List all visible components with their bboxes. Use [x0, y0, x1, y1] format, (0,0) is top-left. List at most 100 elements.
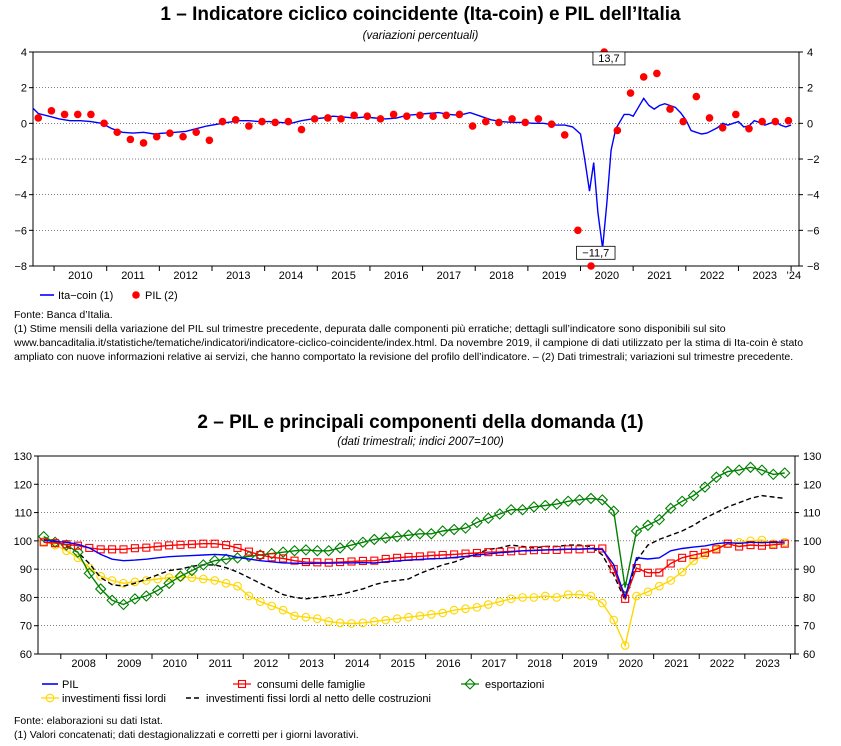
plot-frame-2: [37, 455, 796, 655]
y-tick-label-right: 0: [807, 118, 813, 130]
series-marker: [666, 576, 676, 585]
series-marker: [51, 539, 60, 548]
x-tick-label-2: 2016: [436, 658, 460, 670]
series-marker: [369, 617, 379, 626]
series-marker: [689, 550, 698, 560]
chart1-svg: −8 −8 −6 −6 −4 −4 −2 −2 0 0 2 2 4 4 2010 2011 2012 2013 20…: [14, 47, 820, 302]
series-marker: [62, 540, 71, 549]
series-marker: [119, 545, 128, 554]
chart1-subtitle: (variazioni percentuali): [362, 30, 479, 42]
pil-point: [521, 118, 530, 127]
series-marker: [438, 608, 448, 618]
series-marker: [164, 573, 174, 582]
series-marker: [198, 574, 208, 584]
y-tick-label-left-2: 130: [14, 451, 32, 463]
series-marker: [153, 542, 162, 551]
series-marker: [700, 548, 709, 557]
pil-point: [626, 89, 635, 97]
pil-point: [495, 118, 503, 127]
series-marker: [573, 494, 586, 506]
series-marker: [233, 581, 242, 591]
annotation-label: −11,7: [582, 247, 609, 259]
y-tick-label-right-2: 130: [803, 451, 821, 463]
pil-point: [718, 123, 727, 132]
y-tick-label-right-2: 80: [803, 592, 815, 604]
series-marker: [459, 522, 472, 534]
series-PIL: [43, 539, 785, 600]
pil-point: [745, 124, 753, 133]
pil-point: [337, 115, 345, 123]
series-marker: [336, 558, 345, 567]
series-marker: [484, 548, 493, 557]
pil-point: [547, 120, 556, 129]
series-marker: [322, 544, 335, 557]
series-marker: [255, 597, 265, 607]
pil-point: [481, 117, 490, 126]
series-marker: [607, 505, 620, 517]
series-line: [43, 541, 785, 601]
series-marker: [449, 605, 459, 615]
series-marker: [643, 587, 653, 597]
series-marker: [506, 594, 516, 604]
series-marker: [208, 554, 221, 567]
pil-point: [639, 73, 648, 81]
y-tick-label-left-2: 70: [20, 621, 32, 633]
y-tick-label-right-2: 70: [803, 621, 815, 633]
series-marker: [598, 544, 607, 553]
series-marker: [436, 525, 449, 537]
y-tick-label-right-2: 120: [803, 479, 821, 491]
y-tick-label-left: 2: [21, 83, 27, 95]
y-tick-label-right: −2: [807, 154, 820, 166]
x-tick-label-2: 2009: [117, 658, 141, 670]
pil-point: [653, 69, 661, 78]
series-marker: [300, 544, 312, 556]
series-marker: [425, 528, 438, 540]
series-marker: [311, 544, 324, 557]
series-marker: [176, 540, 185, 549]
series-marker: [744, 461, 757, 474]
series-marker: [472, 548, 481, 558]
pil-point: [376, 115, 385, 123]
series-marker: [699, 481, 711, 493]
legend-pil-swatch: [132, 291, 140, 299]
series-marker: [186, 564, 198, 577]
pil-point: [692, 92, 701, 101]
pil-point: [310, 115, 319, 123]
series-marker: [746, 541, 755, 550]
series-marker: [666, 559, 675, 568]
y-tick-label-right-2: 100: [803, 536, 821, 548]
series-marker: [357, 536, 369, 549]
x-tick-label: 2021: [647, 270, 671, 282]
series-marker: [391, 530, 403, 543]
series-marker: [267, 553, 276, 562]
series-marker: [163, 577, 175, 590]
series-marker: [448, 523, 460, 536]
pil-point: [324, 114, 332, 122]
series-marker: [677, 567, 687, 577]
series-marker: [221, 578, 231, 588]
series-marker: [676, 495, 688, 508]
series-marker: [301, 558, 310, 567]
x-tick-label: 2013: [226, 270, 250, 282]
series-marker: [220, 553, 232, 566]
series-marker: [199, 539, 208, 548]
series-marker: [83, 567, 96, 580]
series-marker: [562, 495, 574, 508]
series-marker: [313, 558, 322, 567]
series-marker: [278, 605, 288, 615]
series-marker: [130, 544, 139, 553]
x-tick-label: 2011: [121, 270, 145, 282]
y-tick-label-left-2: 90: [20, 564, 32, 576]
y-tick-label-left-2: 60: [20, 649, 32, 661]
chart1-source: Fonte: Banca d’Italia.: [14, 309, 113, 321]
series-marker: [85, 543, 94, 552]
pil-point: [271, 118, 279, 127]
pil-point: [429, 112, 437, 120]
y-tick-label-left-2: 120: [14, 479, 32, 491]
series-marker: [757, 535, 767, 545]
pil-point: [179, 132, 187, 141]
pil-point: [442, 111, 451, 120]
pil-point: [126, 135, 135, 144]
pil-point: [60, 110, 69, 119]
series-marker: [94, 583, 107, 595]
